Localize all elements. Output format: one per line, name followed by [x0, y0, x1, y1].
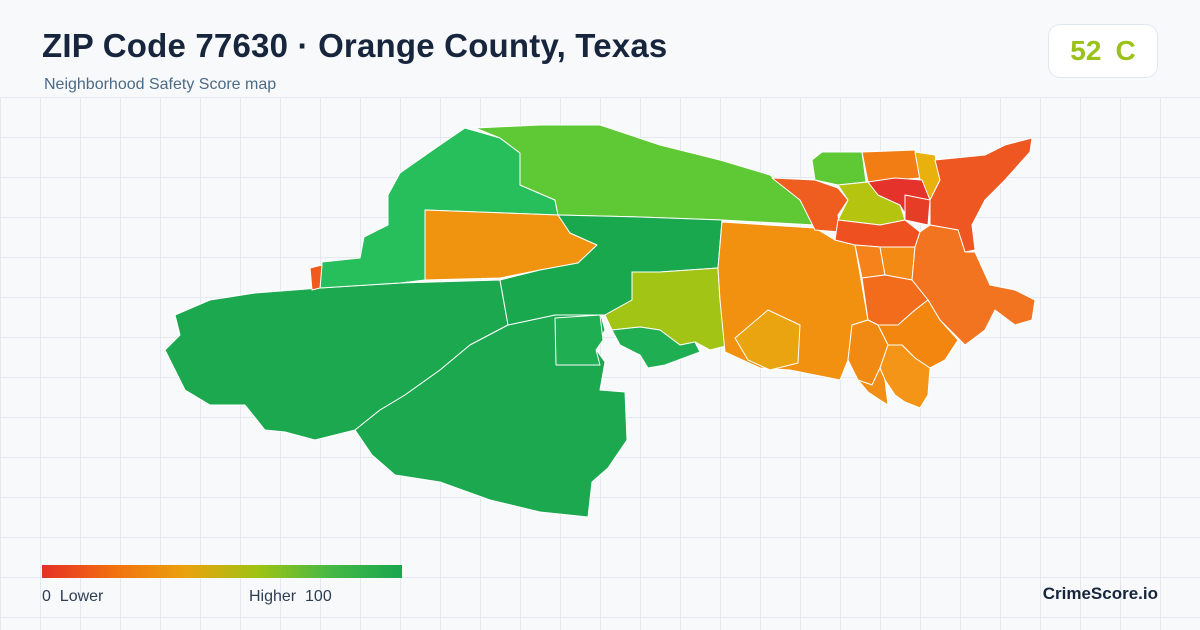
legend-gradient-bar — [42, 565, 402, 578]
map-region[interactable] — [811, 151, 867, 186]
legend-high-label: Higher — [249, 588, 297, 605]
map-region[interactable] — [554, 314, 604, 366]
score-badge: 52 C — [1048, 24, 1158, 78]
legend-low-label: Lower — [59, 588, 104, 605]
map-region[interactable] — [474, 124, 816, 226]
map-region[interactable] — [857, 367, 889, 406]
header-band — [0, 0, 1200, 98]
legend-high: Higher 100 — [249, 588, 332, 606]
map-region[interactable] — [861, 149, 921, 183]
map-region[interactable] — [904, 194, 931, 226]
map-region[interactable] — [734, 309, 801, 371]
score-value: 52 — [1070, 35, 1102, 66]
legend-low-value: 0 — [42, 588, 51, 605]
brand-logo-text[interactable]: CrimeScore.io — [1042, 584, 1158, 603]
score-grade: C — [1115, 35, 1136, 66]
map-region[interactable] — [611, 326, 701, 369]
legend-high-value: 100 — [305, 588, 332, 605]
map-region[interactable] — [309, 264, 323, 291]
legend-low: 0 Lower — [42, 588, 103, 606]
map-region[interactable] — [771, 177, 849, 233]
page-subtitle: Neighborhood Safety Score map — [44, 76, 277, 93]
map-region[interactable] — [929, 137, 1033, 253]
page-title: ZIP Code 77630 · Orange County, Texas — [42, 27, 668, 64]
